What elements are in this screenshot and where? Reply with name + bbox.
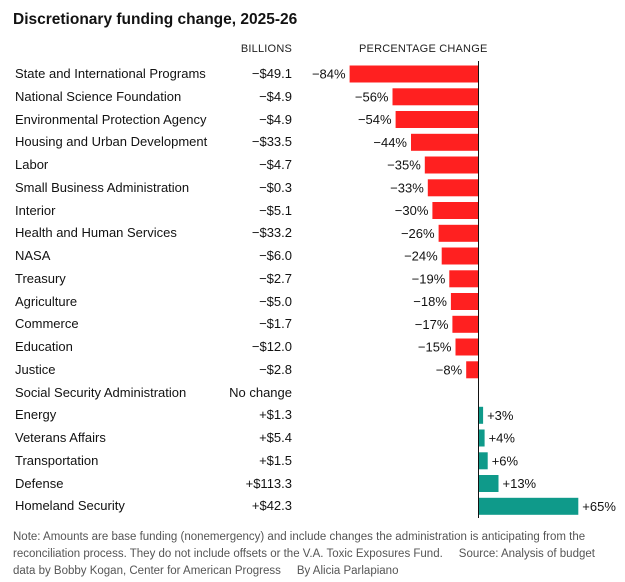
- row-label: Transportation: [15, 452, 99, 468]
- row-amount: −$2.7: [259, 270, 292, 286]
- chart-rows: State and International Programs −$49.1 Na…: [15, 66, 292, 514]
- byline: By Alicia Parlapiano: [296, 565, 399, 577]
- chart-title: Discretionary funding change, 2025-26: [13, 11, 298, 28]
- row-label: Health and Human Services: [15, 225, 177, 241]
- negative-bar: [349, 65, 479, 83]
- row-amount: −$2.8: [259, 361, 292, 377]
- row-label: National Science Foundation: [15, 88, 182, 104]
- note-text: Note: Amounts are base funding (nonemerg…: [13, 531, 586, 560]
- bar-value-label: −35%: [387, 158, 421, 173]
- billions-column-header: BILLIONS: [240, 43, 292, 55]
- row-amount: −$4.7: [259, 157, 292, 172]
- row-label: State and International Programs: [15, 66, 206, 81]
- row-label: Homeland Security: [15, 498, 125, 514]
- row-amount: −$33.2: [251, 225, 292, 241]
- row-amount: −$6.0: [259, 248, 292, 263]
- bar-value-label: +65%: [582, 499, 616, 514]
- row-label: Education: [15, 339, 73, 354]
- negative-bar: [449, 270, 479, 288]
- row-amount: −$5.1: [259, 202, 292, 218]
- negative-bar: [455, 338, 479, 356]
- row-label: Labor: [15, 157, 49, 172]
- percentage-change-column-header: PERCENTAGE CHANGE: [359, 43, 488, 55]
- positive-bar: [478, 429, 485, 447]
- negative-bar: [452, 315, 479, 333]
- row-amount: −$33.5: [251, 134, 292, 150]
- bar-value-label: −26%: [401, 226, 435, 241]
- negative-bar: [450, 293, 479, 310]
- negative-bar: [427, 179, 479, 197]
- row-label: Commerce: [15, 316, 79, 332]
- row-amount: +$1.3: [259, 407, 292, 423]
- row-amount: −$4.9: [259, 88, 292, 104]
- negative-bar: [411, 133, 479, 151]
- bar-value-label: −19%: [412, 271, 446, 286]
- row-label: Small Business Administration: [15, 179, 190, 195]
- row-label: NASA: [15, 248, 51, 263]
- negative-bar: [432, 202, 479, 219]
- negative-bar: [395, 111, 479, 128]
- negative-bar: [392, 88, 479, 106]
- positive-bar: [478, 406, 484, 424]
- bar-value-label: −24%: [404, 249, 438, 264]
- bar-chart: −84% −56% −54% −44% −35% −33% −30% −26% −24% −19%…: [312, 61, 616, 518]
- row-label: Interior: [15, 202, 56, 218]
- row-amount: −$5.0: [259, 293, 292, 309]
- row-label: Justice: [15, 361, 56, 377]
- source-text: Source: Analysis of budget data by Bobby…: [13, 548, 595, 577]
- bar-value-label: −44%: [373, 135, 407, 150]
- row-label: Environmental Protection Agency: [15, 111, 207, 127]
- negative-bar: [441, 247, 479, 265]
- row-label: Housing and Urban Development: [15, 134, 208, 150]
- row-label: Veterans Affairs: [15, 430, 106, 445]
- negative-bar: [438, 224, 479, 242]
- row-label: Defense: [15, 475, 64, 491]
- bar-value-label: −17%: [415, 317, 449, 332]
- bar-value-label: −54%: [358, 112, 392, 127]
- bar-value-label: −33%: [390, 180, 424, 195]
- positive-bar: [478, 497, 579, 515]
- bar-value-label: +6%: [492, 453, 519, 468]
- positive-bar: [478, 452, 488, 470]
- row-amount: −$4.9: [259, 111, 292, 127]
- positive-bar: [478, 475, 499, 492]
- bar-value-label: +13%: [503, 476, 537, 491]
- row-label: Energy: [15, 407, 57, 423]
- bar-value-label: −30%: [395, 203, 429, 218]
- row-label: Social Security Administration: [15, 384, 187, 400]
- bar-value-label: −84%: [312, 67, 346, 82]
- row-amount: +$1.5: [259, 452, 292, 468]
- bar-value-label: −56%: [355, 89, 389, 104]
- row-label: Agriculture: [15, 293, 78, 309]
- row-amount: −$49.1: [251, 66, 292, 81]
- row-label: Treasury: [15, 270, 66, 286]
- row-amount: −$0.3: [259, 179, 292, 195]
- row-amount: +$5.4: [259, 430, 292, 445]
- bar-value-label: −18%: [413, 294, 447, 309]
- negative-bar: [466, 361, 479, 379]
- bar-value-label: +4%: [489, 431, 516, 446]
- row-amount: −$1.7: [259, 316, 292, 332]
- row-amount: +$42.3: [251, 498, 292, 514]
- row-amount: No change: [229, 384, 292, 400]
- bar-value-label: −8%: [436, 362, 463, 377]
- chart-note: Note: Amounts are base funding (nonemerg…: [13, 529, 618, 580]
- bar-value-label: +3%: [487, 408, 514, 423]
- negative-bar: [424, 156, 479, 174]
- row-amount: +$113.3: [245, 475, 292, 491]
- bar-value-label: −15%: [418, 340, 452, 355]
- row-amount: −$12.0: [251, 339, 292, 354]
